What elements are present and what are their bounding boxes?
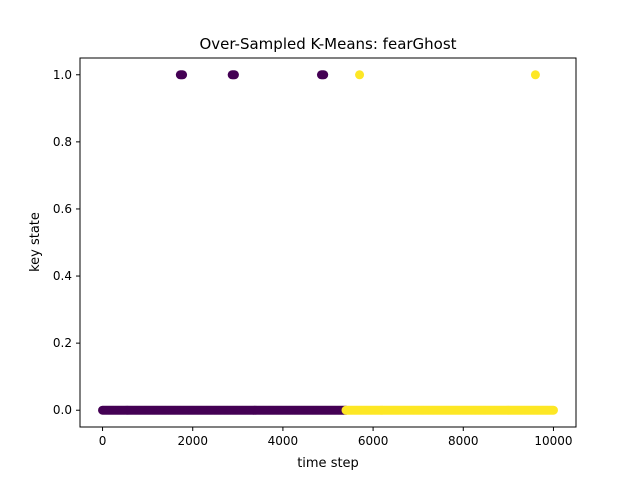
point-cluster-0 bbox=[178, 70, 188, 80]
y-tick-label: 0.4 bbox=[53, 269, 72, 283]
y-tick-label: 0.6 bbox=[53, 202, 72, 216]
x-tick-label: 2000 bbox=[177, 434, 208, 448]
x-tick-label: 0 bbox=[99, 434, 107, 448]
x-tick-label: 10000 bbox=[534, 434, 572, 448]
y-tick-label: 0.2 bbox=[53, 336, 72, 350]
x-tick-label: 4000 bbox=[268, 434, 299, 448]
y-tick-label: 0.0 bbox=[53, 403, 72, 417]
point-cluster-0 bbox=[319, 70, 329, 80]
point-cluster-1 bbox=[530, 70, 540, 80]
y-tick-label: 0.8 bbox=[53, 135, 72, 149]
point-cluster-0 bbox=[229, 70, 239, 80]
ticks-layer: 0 2000 4000 6000 8000 10000 0.0 0.2 0.4 0.6 0.8 1.0 bbox=[53, 68, 573, 448]
plot-frame bbox=[79, 57, 577, 428]
y-axis-label: key state bbox=[28, 212, 43, 272]
y-tick-label: 1.0 bbox=[53, 68, 72, 82]
x-tick-label: 8000 bbox=[448, 434, 479, 448]
point-cluster-1 bbox=[355, 70, 365, 80]
x-tick-label: 6000 bbox=[358, 434, 389, 448]
x-axis-label: time step bbox=[297, 456, 359, 471]
points-layer bbox=[98, 70, 558, 415]
chart-title: Over-Sampled K-Means: fearGhost bbox=[199, 35, 456, 53]
point-cluster-1 bbox=[548, 405, 558, 415]
